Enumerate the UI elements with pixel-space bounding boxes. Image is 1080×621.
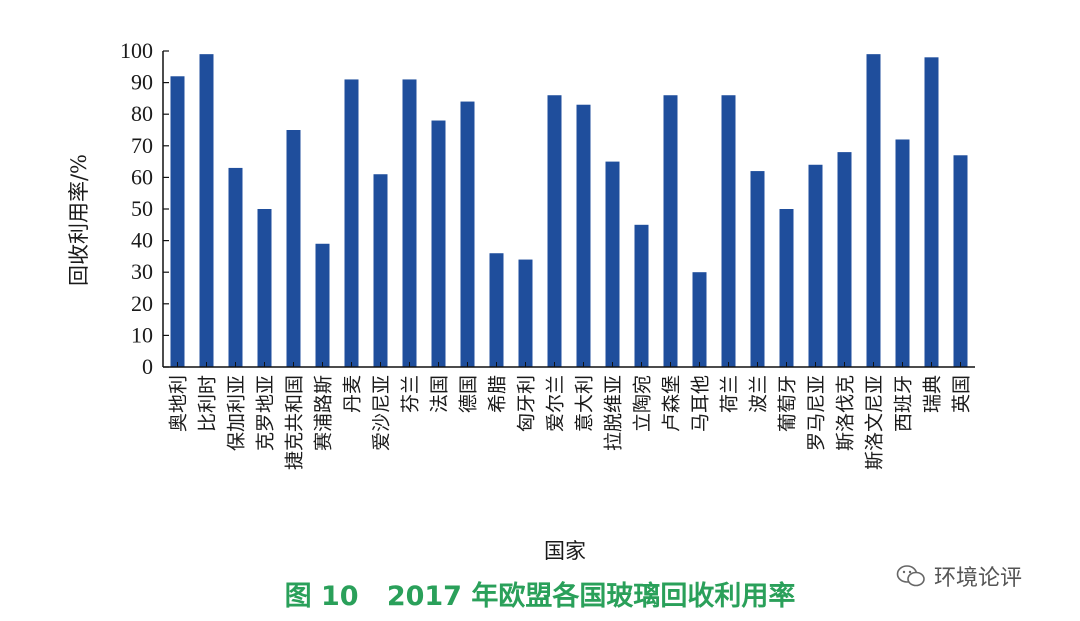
y-axis-title: 回收利用率/%: [67, 154, 91, 286]
x-category-label: 丹麦: [342, 375, 364, 413]
x-category-label: 意大利: [574, 375, 596, 432]
x-category-label: 希腊: [487, 375, 509, 413]
x-category-label: 英国: [951, 375, 973, 413]
y-tick-label: 30: [131, 259, 153, 284]
y-tick-label: 70: [131, 133, 153, 158]
x-category-label: 赛浦路斯: [313, 375, 335, 451]
x-category-label: 匈牙利: [516, 375, 538, 432]
x-category-label: 西班牙: [893, 375, 915, 432]
x-category-label: 爱沙尼亚: [371, 375, 393, 451]
bar: [402, 79, 417, 367]
x-category-label: 斯洛文尼亚: [864, 375, 886, 470]
figure-number: 图 10: [284, 581, 359, 612]
bar: [605, 161, 620, 367]
x-category-label: 奥地利: [168, 375, 190, 432]
x-category-label: 捷克共和国: [284, 375, 306, 470]
bar: [866, 54, 881, 367]
x-axis-labels: 奥地利 比利时 保加利亚 克罗地亚 捷克共和国 赛浦路斯 丹麦 爱沙尼亚 芬兰 法国 德国 希腊 匈牙利…: [168, 362, 973, 470]
wechat-icon: [896, 565, 925, 587]
bar: [315, 243, 330, 367]
x-category-label: 波兰: [748, 375, 770, 413]
x-category-label: 卢森堡: [661, 375, 683, 432]
x-category-label: 爱尔兰: [545, 375, 567, 432]
bar: [170, 76, 185, 367]
bar: [373, 174, 388, 367]
y-tick-label: 80: [131, 101, 153, 126]
bar: [344, 79, 359, 367]
bar: [750, 171, 765, 367]
bar: [489, 253, 504, 367]
bar: [576, 104, 591, 367]
x-category-label: 德国: [458, 375, 480, 413]
x-category-label: 立陶宛: [632, 375, 654, 432]
x-category-label: 比利时: [197, 375, 219, 432]
bar: [634, 224, 649, 367]
bar: [257, 209, 272, 367]
x-axis-title: 国家: [544, 539, 586, 563]
bar: [837, 152, 852, 367]
y-tick-label: 10: [131, 322, 153, 347]
x-category-label: 瑞典: [922, 375, 944, 413]
watermark: 环境论评: [896, 560, 1022, 592]
x-category-label: 罗马尼亚: [806, 375, 828, 451]
y-tick-label: 0: [142, 354, 153, 379]
x-category-label: 拉脱维亚: [603, 375, 625, 451]
bar: [808, 164, 823, 367]
bar: [228, 167, 243, 367]
x-category-label: 芬兰: [400, 375, 422, 413]
bar: [953, 155, 968, 367]
bar: [721, 95, 736, 368]
y-tick-label: 90: [131, 70, 153, 95]
x-category-label: 法国: [429, 375, 451, 413]
bar: [286, 130, 301, 367]
bar: [924, 57, 939, 367]
x-category-label: 克罗地亚: [255, 375, 277, 451]
bar: [663, 95, 678, 368]
bar: [199, 54, 214, 367]
y-tick-label: 20: [131, 291, 153, 316]
bar: [431, 120, 446, 368]
bar: [895, 139, 910, 367]
bar: [518, 259, 533, 367]
bar: [460, 101, 475, 367]
bars: [170, 54, 968, 368]
watermark-text: 环境论评: [934, 566, 1023, 591]
bar: [547, 95, 562, 368]
bar: [692, 272, 707, 367]
figure-title: 2017 年欧盟各国玻璃回收利用率: [386, 581, 796, 612]
x-category-label: 斯洛伐克: [835, 375, 857, 451]
x-category-label: 保加利亚: [226, 375, 248, 451]
y-tick-label: 60: [131, 164, 153, 189]
x-category-label: 葡萄牙: [777, 375, 799, 432]
y-axis-ticks: 0 10 20 30 40 50 60 70 80 90 100: [120, 38, 169, 379]
y-tick-label: 100: [120, 38, 153, 63]
x-category-label: 马耳他: [690, 375, 712, 432]
y-tick-label: 40: [131, 228, 153, 253]
y-tick-label: 50: [131, 196, 153, 221]
x-category-label: 荷兰: [719, 375, 741, 413]
bar: [779, 209, 794, 367]
figure-caption: 图 10 2017 年欧盟各国玻璃回收利用率: [0, 574, 1080, 613]
